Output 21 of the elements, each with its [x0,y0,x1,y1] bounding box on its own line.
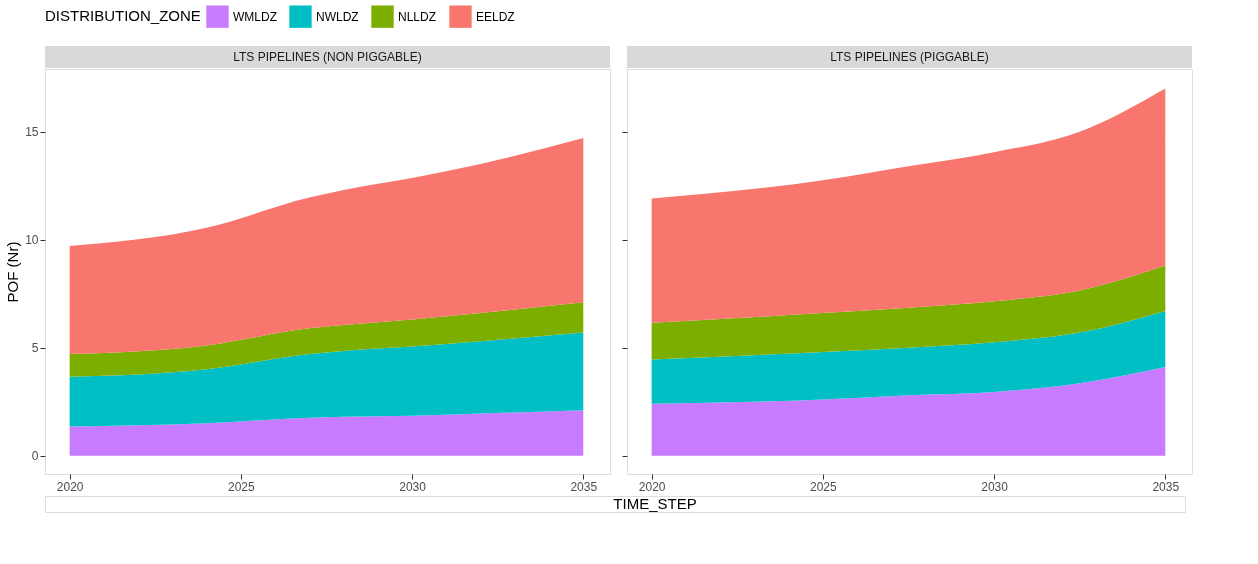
y-tick-label: 0 [31,449,39,464]
y-axis-title: POF (Nr) [4,241,22,303]
y-tick-label: 10 [25,233,39,248]
legend-label: EELDZ [476,9,515,24]
x-tick-label: 2020 [56,479,84,494]
x-tick-label: 2030 [981,479,1009,494]
legend-title: DISTRIBUTION_ZONE [45,7,201,24]
legend-label: NLLDZ [398,9,437,24]
x-tick-label: 2025 [228,479,256,494]
y-tick-label: 15 [25,125,39,140]
x-tick-label: 2030 [399,479,427,494]
x-tick-label: 2025 [810,479,838,494]
chart-title: LTS PIPELINES (PIGGABLE) [830,50,989,64]
y-tick-label: 5 [31,341,39,356]
x-tick-label: 2020 [638,479,666,494]
x-axis-title: TIME_STEP [613,495,697,512]
chart-title: LTS PIPELINES (NON PIGGABLE) [233,50,422,64]
legend-label: NWLDZ [316,9,359,24]
x-tick-label: 2035 [570,479,598,494]
legend-label: WMLDZ [233,9,277,24]
x-tick-label: 2035 [1152,479,1180,494]
